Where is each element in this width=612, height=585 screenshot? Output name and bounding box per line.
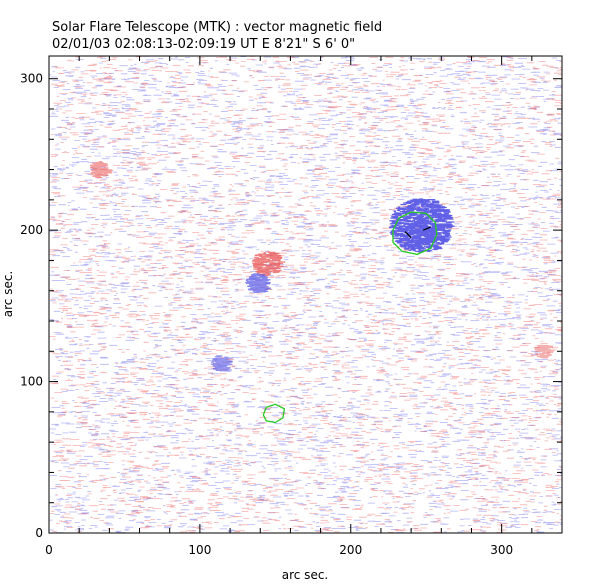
y-tick-label-300: 300 — [20, 72, 43, 86]
field-contours — [262, 211, 438, 424]
plot-frame — [48, 55, 563, 534]
texture-positive — [49, 56, 562, 533]
field-texture — [49, 56, 562, 533]
field-patch-negative-0 — [388, 198, 455, 253]
field-vectors — [404, 226, 431, 239]
chart-subtitle: 02/01/03 02:08:13-02:09:19 UT E 8'21" S … — [52, 37, 355, 52]
chart-title: Solar Flare Telescope (MTK) : vector mag… — [52, 20, 382, 35]
field-patch-negative-3 — [210, 355, 233, 372]
y-tick-label-100: 100 — [20, 375, 43, 389]
y-tick-label-200: 200 — [20, 223, 43, 237]
x-tick-label-100: 100 — [188, 543, 211, 557]
x-tick-label-300: 300 — [490, 543, 513, 557]
axis-ticks: 0 100 200 300 0 100 200 300 — [20, 56, 563, 557]
field-patches — [89, 160, 555, 372]
contour-small — [262, 403, 286, 424]
x-tick-label-200: 200 — [339, 543, 362, 557]
field-vector-0 — [404, 231, 412, 239]
field-patch-positive-4 — [89, 160, 113, 179]
y-axis-label: arc sec. — [1, 271, 15, 317]
contour-large — [392, 211, 438, 256]
field-vector-1 — [422, 226, 431, 231]
plot-area — [49, 56, 562, 533]
y-tick-label-0: 0 — [35, 526, 43, 540]
field-patch-positive-5 — [534, 344, 555, 359]
field-patch-negative-2 — [245, 273, 271, 294]
x-axis-label: arc sec. — [282, 568, 328, 582]
texture-negative — [49, 56, 562, 533]
x-tick-label-0: 0 — [45, 543, 53, 557]
